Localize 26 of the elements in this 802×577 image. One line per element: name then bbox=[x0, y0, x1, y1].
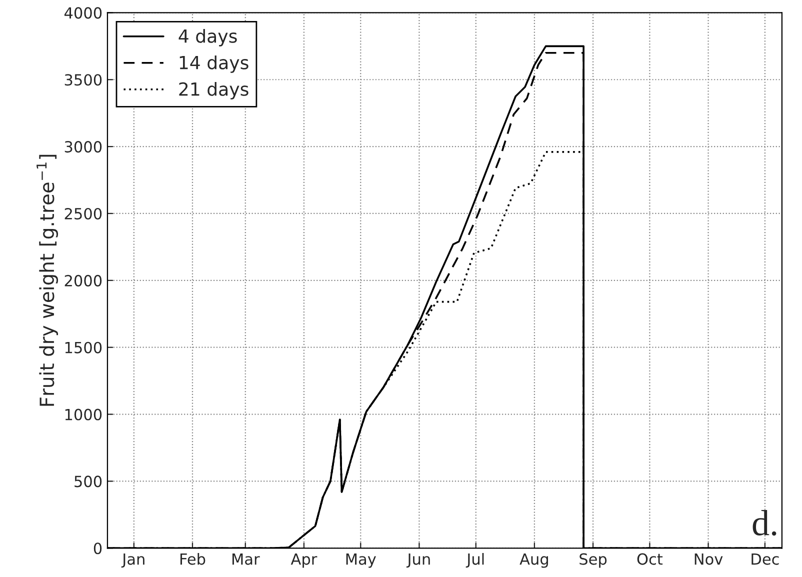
y-tick-label: 1000 bbox=[65, 408, 102, 420]
y-tick-label: 0 bbox=[94, 542, 102, 554]
legend-label: 4 days bbox=[178, 28, 237, 46]
x-tick-label: Jan bbox=[121, 553, 144, 568]
y-axis-title: Fruit dry weight [g.tree$^{−1}$] bbox=[36, 154, 58, 406]
legend-label: 21 days bbox=[179, 82, 248, 100]
y-tick-label: 2000 bbox=[64, 274, 102, 286]
annotation: d. bbox=[752, 510, 776, 536]
legend-label: 14 days bbox=[180, 55, 248, 73]
x-tick-label: Apr bbox=[290, 553, 318, 568]
x-tick-label: Jun bbox=[406, 553, 430, 568]
x-tick-label: Jul bbox=[466, 553, 484, 568]
x-tick-label: Dec bbox=[752, 553, 779, 565]
x-tick-label: Nov bbox=[694, 553, 723, 565]
x-tick-label: Feb bbox=[180, 553, 206, 565]
y-tick-label: 1500 bbox=[65, 342, 102, 354]
y-tick-label: 3000 bbox=[64, 141, 102, 153]
x-tick-label: Oct bbox=[637, 553, 663, 565]
x-tick-label: Mar bbox=[232, 553, 260, 565]
y-tick-label: 2500 bbox=[64, 208, 102, 220]
x-tick-label: Aug bbox=[520, 553, 548, 568]
x-tick-label: May bbox=[346, 553, 376, 568]
y-tick-label: 500 bbox=[74, 476, 102, 488]
y-tick-label: 3500 bbox=[64, 74, 102, 86]
x-tick-label: Sep bbox=[580, 553, 607, 568]
y-tick-label: 4000 bbox=[64, 7, 102, 19]
